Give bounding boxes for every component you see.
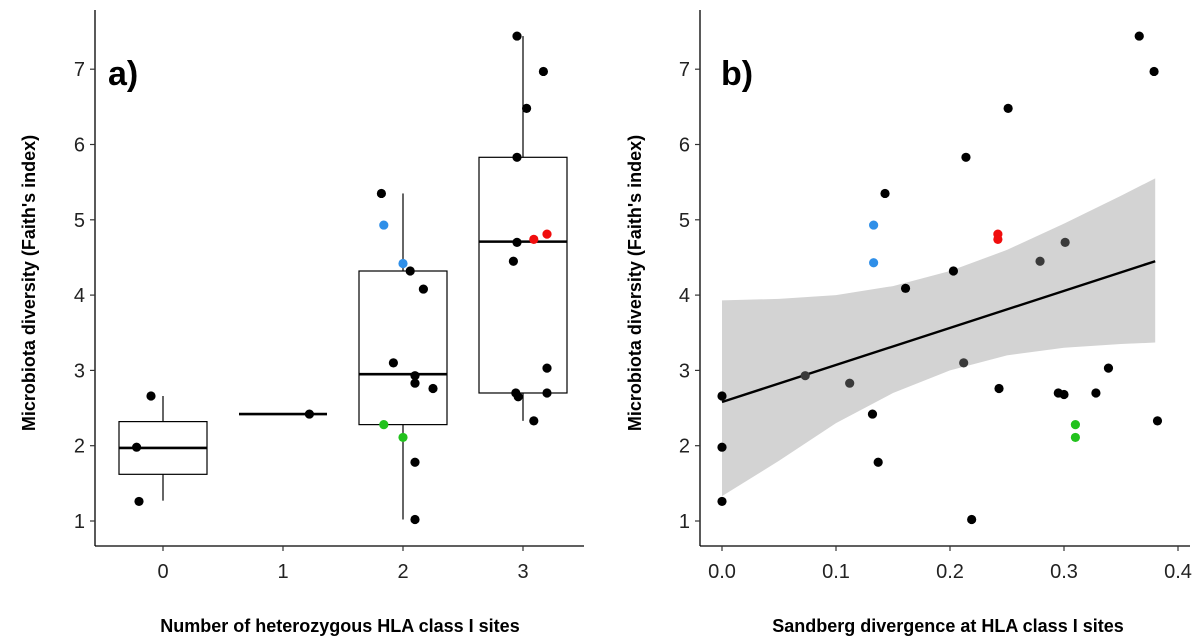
box-iqr [478,156,568,394]
panel-a-x-tick-label: 0 [157,561,168,583]
confidence-band [722,178,1156,497]
data-point [304,409,314,419]
data-point [542,388,552,398]
box-2 [358,193,448,520]
panel-b-y-tick-label: 1 [679,511,690,533]
panel-b-y-tick-label: 7 [679,59,690,81]
data-point [948,266,959,276]
data-point [961,152,971,162]
data-point [398,258,408,269]
data-point [967,514,977,525]
panel-b-label: b) [721,55,753,93]
panel-b: 1 2 3 4 5 6 7 0.0 0.1 0.2 0.3 0.4 b) Microbiota diver… [625,10,1192,636]
panel-b-y-tick-label: 3 [679,360,690,382]
data-point [512,31,522,41]
data-point [508,256,518,266]
panel-b-x-axis-title: Sandberg divergence at HLA class I sites [772,616,1123,636]
data-point [410,514,420,525]
data-point [993,234,1003,244]
panel-a-x-tick-label: 3 [517,561,528,583]
panel-b-y-tick-label: 2 [679,436,690,458]
data-point [845,378,855,388]
panel-b-y-axis-title: Microbiota diversity (Faith's index) [625,135,645,431]
panel-a-y-tick-label: 2 [74,436,85,458]
data-point [134,496,144,507]
data-point [1003,103,1013,113]
data-point [376,188,386,199]
data-point [542,229,552,239]
data-point [529,416,539,426]
data-point [717,442,727,452]
panel-b-y-tick-label: 6 [679,135,690,157]
data-point [542,363,552,373]
data-point [717,496,727,507]
data-point [405,266,415,276]
panel-a-label: a) [108,55,138,93]
data-point [867,409,878,419]
box-iqr [358,270,448,426]
panel-a-y-tick-label: 7 [74,59,85,81]
panel-a-y-axis-title: Microbiota diversity (Faith's index) [19,135,39,431]
data-point [869,258,879,268]
box-3 [478,36,568,421]
data-point [1059,389,1069,400]
data-point [1134,31,1144,41]
panel-b-x-tick-label: 0.2 [936,561,964,583]
data-point [410,378,420,388]
panel-a-y-tick-label: 3 [74,360,85,382]
data-point [529,234,539,244]
panel-b-y-tick-label: 5 [679,210,690,232]
data-point [994,383,1004,394]
data-point [146,391,156,401]
panel-b-x-tick-label: 0.1 [822,561,850,583]
data-point [132,442,142,452]
data-point [1152,416,1163,426]
panel-a-x-axis-title: Number of heterozygous HLA class I sites [160,616,519,636]
data-point [522,103,532,113]
data-point [1035,256,1045,266]
panel-b-x-tick-label: 0.3 [1050,561,1078,583]
panel-a-y-tick-label: 6 [74,135,85,157]
data-point [869,220,879,230]
panel-a-x-tick-label: 2 [397,561,408,583]
panel-a-y-tick-label: 5 [74,210,85,232]
data-point [379,220,389,230]
data-point [717,391,727,401]
data-point [512,237,522,247]
panel-b-y-tick-label: 4 [679,285,690,307]
panel-a-y-tick-label: 4 [74,285,85,307]
panel-a-x-tick-label: 1 [277,561,288,583]
data-point [388,358,398,368]
panel-b-x-tick-label: 0.4 [1164,561,1192,583]
data-point [1103,363,1114,373]
data-point [538,66,549,77]
data-point [1070,432,1080,443]
data-point [1060,237,1070,247]
data-point [900,283,911,293]
data-point [512,152,522,162]
data-point [398,432,408,443]
data-point [1091,388,1101,398]
data-point [428,383,438,394]
data-point [1149,66,1159,77]
data-point [513,392,523,402]
panel-b-x-tick-label: 0.0 [708,561,736,583]
data-point [959,358,969,368]
panel-a-y-tick-label: 1 [74,511,85,533]
data-point [1070,420,1080,430]
data-point [800,371,810,381]
data-point [880,188,890,199]
data-point [873,457,883,467]
data-point [418,284,428,294]
panel-a: 1 2 3 4 5 6 7 0 1 2 3 a) Microbiota diversity (Faith… [19,10,584,636]
regression-line [721,260,1156,404]
data-point [410,457,420,467]
data-point [410,371,420,381]
data-point [379,420,389,430]
